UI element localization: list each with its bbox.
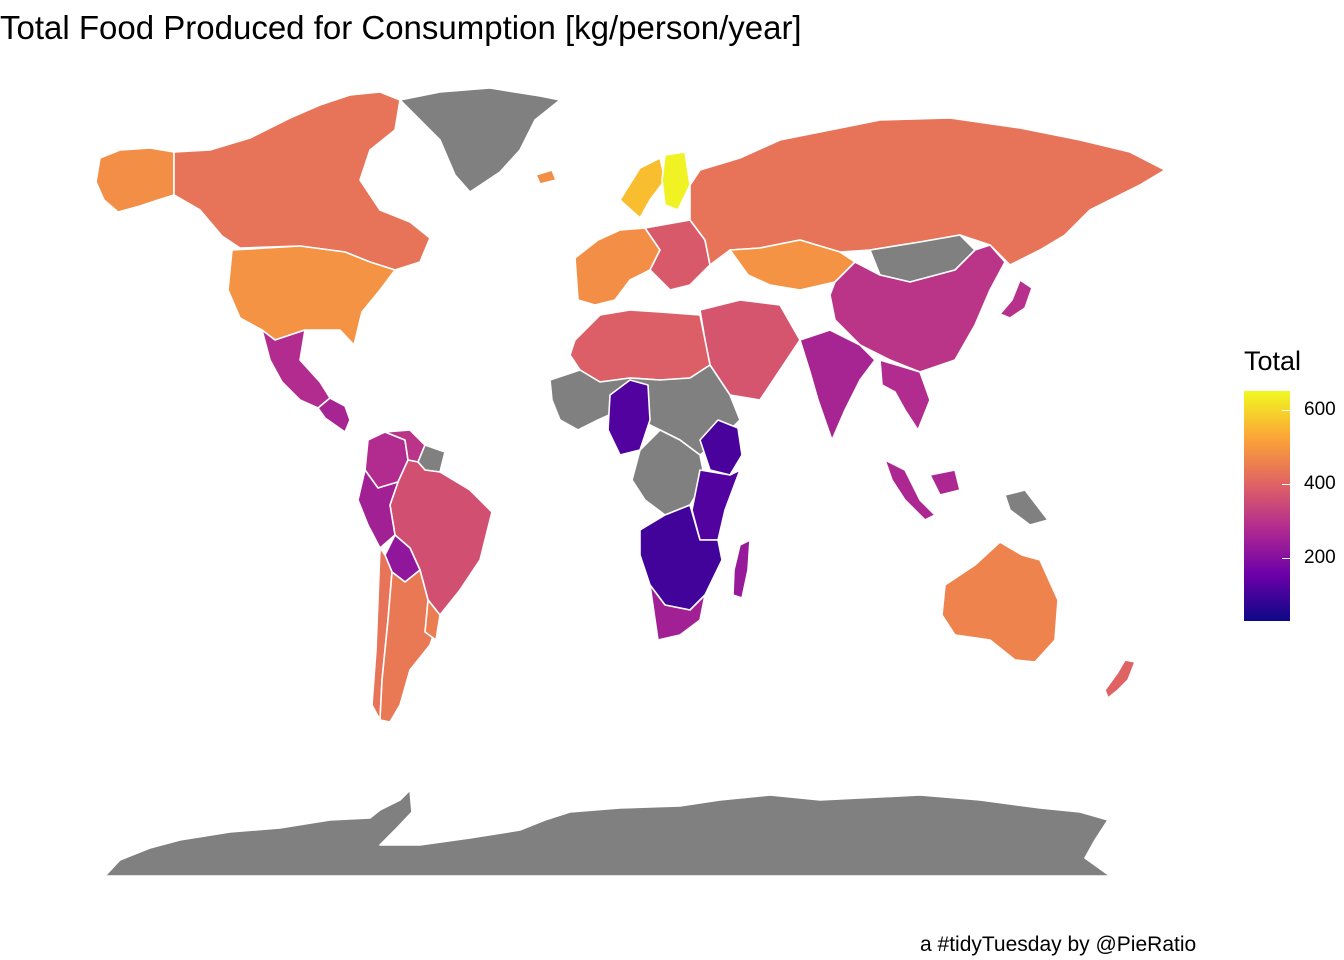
region-scandinavia bbox=[619, 157, 666, 219]
region-antarctica bbox=[104, 789, 1111, 877]
region-western-europe bbox=[574, 227, 661, 306]
region-east-africa bbox=[691, 469, 741, 541]
region-iceland bbox=[535, 169, 557, 185]
region-south-africa bbox=[649, 584, 706, 641]
legend-tick-mark bbox=[1282, 557, 1290, 559]
legend-tick-label: 400 bbox=[1304, 472, 1336, 494]
region-argentina bbox=[379, 569, 441, 723]
legend-tick-mark bbox=[1282, 483, 1290, 485]
region-canada bbox=[173, 91, 431, 271]
region-usa bbox=[227, 245, 396, 346]
region-png bbox=[1004, 489, 1049, 526]
region-madagascar bbox=[732, 539, 751, 599]
region-indonesia bbox=[884, 459, 961, 521]
legend-tick-label: 600 bbox=[1304, 398, 1336, 420]
legend-tick-mark bbox=[1282, 409, 1290, 411]
region-new-zealand bbox=[1104, 659, 1136, 699]
legend-colorbar bbox=[1244, 391, 1290, 621]
region-southern-africa bbox=[639, 504, 723, 611]
region-india bbox=[799, 329, 876, 441]
legend-tick-label: 200 bbox=[1304, 546, 1336, 568]
region-australia bbox=[941, 541, 1059, 663]
region-southeast-asia bbox=[879, 359, 931, 431]
region-mexico bbox=[261, 329, 331, 409]
caption: a #tidyTuesday by @PieRatio bbox=[920, 933, 1197, 956]
region-japan bbox=[999, 279, 1033, 319]
region-ethiopia bbox=[699, 419, 743, 476]
region-uruguay bbox=[424, 599, 441, 641]
legend-title: Total bbox=[1244, 346, 1302, 376]
region-china bbox=[829, 244, 1006, 373]
region-north-africa bbox=[569, 309, 711, 383]
region-nigeria bbox=[607, 379, 651, 456]
region-greenland bbox=[399, 87, 561, 193]
map-title: Total Food Produced for Consumption [kg/… bbox=[0, 9, 802, 46]
region-finland bbox=[661, 151, 691, 211]
region-alaska bbox=[95, 147, 175, 213]
region-central-america bbox=[317, 397, 351, 433]
